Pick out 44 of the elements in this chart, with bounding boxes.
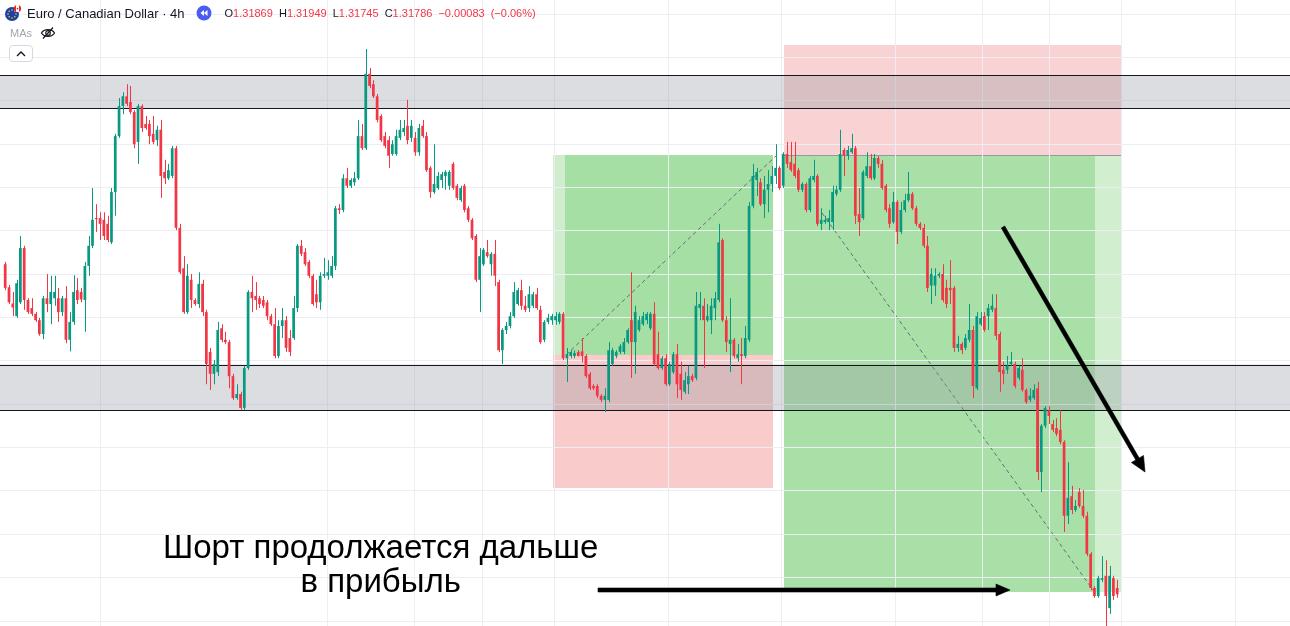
candlestick bbox=[819, 207, 823, 231]
candlestick bbox=[148, 119, 151, 145]
candlestick bbox=[724, 315, 728, 353]
candlestick bbox=[501, 327, 504, 365]
candlestick bbox=[189, 273, 193, 309]
candlestick bbox=[683, 371, 686, 395]
candlestick bbox=[75, 277, 79, 305]
candlestick bbox=[53, 275, 56, 307]
candlestick bbox=[1112, 575, 1115, 601]
candlestick bbox=[872, 153, 876, 181]
candlestick bbox=[129, 85, 132, 115]
candlestick bbox=[869, 153, 872, 181]
candlestick bbox=[789, 141, 793, 173]
text: MAs bbox=[10, 27, 32, 39]
candlestick bbox=[106, 215, 110, 243]
candlestick bbox=[778, 165, 781, 191]
candlestick bbox=[478, 247, 481, 313]
candlestick bbox=[49, 275, 53, 325]
candlestick bbox=[409, 119, 413, 143]
candlestick bbox=[929, 267, 933, 305]
candlestick bbox=[686, 365, 690, 395]
candlestick bbox=[345, 167, 349, 189]
candlestick bbox=[1013, 361, 1017, 389]
chart-title: Euro / Canadian Dollar · 4h bbox=[27, 5, 185, 21]
candlestick bbox=[151, 115, 155, 145]
candlestick bbox=[315, 279, 318, 309]
candlestick bbox=[759, 177, 762, 207]
annotation: Шорт продолжается дальше в прибыль bbox=[163, 528, 599, 599]
candlestick bbox=[56, 287, 60, 323]
candlestick bbox=[762, 175, 766, 219]
candlestick bbox=[986, 303, 990, 331]
candlestick bbox=[702, 297, 705, 369]
candlestick bbox=[140, 103, 144, 133]
candlestick bbox=[94, 203, 98, 233]
candlestick bbox=[891, 191, 895, 225]
candlestick bbox=[239, 391, 242, 411]
candlestick bbox=[1077, 487, 1081, 509]
candlestick bbox=[1104, 559, 1108, 626]
candlestick bbox=[447, 169, 451, 191]
candlestick bbox=[1066, 461, 1070, 525]
candlestick bbox=[280, 307, 284, 339]
candlestick bbox=[387, 135, 390, 169]
candlestick bbox=[326, 259, 330, 281]
text: O1.31869 H1.31949 L1.31745 C1.31786 −0.00083 (−0.06%) bbox=[224, 7, 536, 19]
